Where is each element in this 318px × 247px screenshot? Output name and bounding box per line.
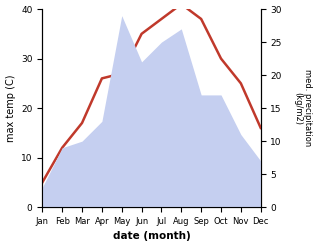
X-axis label: date (month): date (month) bbox=[113, 231, 190, 242]
Y-axis label: max temp (C): max temp (C) bbox=[5, 74, 16, 142]
Y-axis label: med. precipitation
(kg/m2): med. precipitation (kg/m2) bbox=[293, 69, 313, 147]
